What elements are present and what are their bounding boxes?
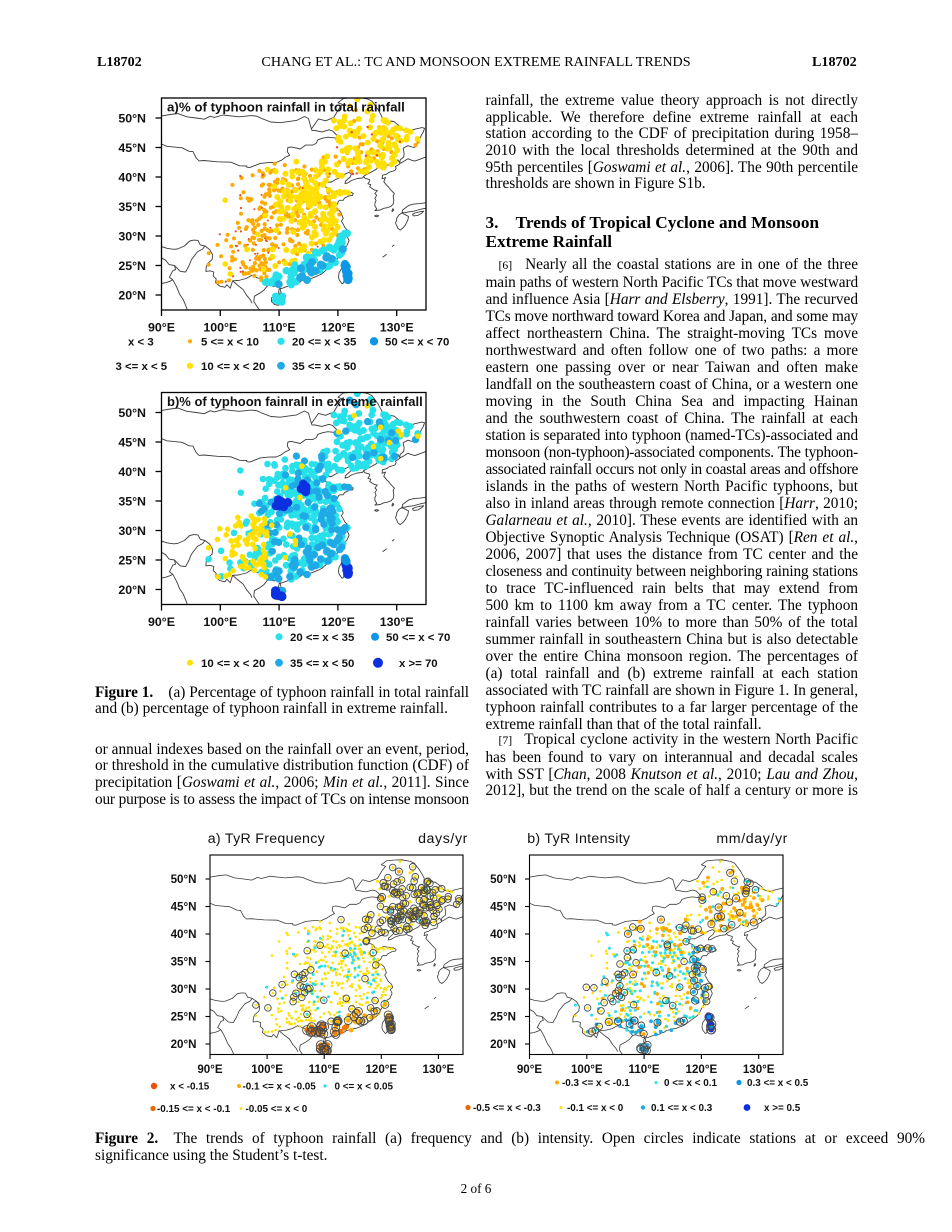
svg-text:120°E: 120°E — [686, 1063, 718, 1076]
svg-text:45°N: 45°N — [118, 435, 146, 449]
svg-text:120°E: 120°E — [365, 1063, 397, 1076]
svg-text:25°N: 25°N — [171, 1011, 197, 1024]
svg-text:40°N: 40°N — [118, 465, 146, 479]
svg-text:30°N: 30°N — [118, 524, 146, 538]
svg-text:100°E: 100°E — [251, 1063, 283, 1076]
svg-text:-0.1 <= x < 0: -0.1 <= x < 0 — [567, 1103, 624, 1114]
svg-text:35 <= x < 50: 35 <= x < 50 — [292, 361, 356, 373]
svg-text:20°N: 20°N — [118, 583, 146, 597]
svg-text:120°E: 120°E — [321, 615, 355, 629]
svg-text:0 <= x < 0.1: 0 <= x < 0.1 — [664, 1078, 717, 1089]
svg-text:100°E: 100°E — [571, 1063, 603, 1076]
svg-text:b) TyR Intensity: b) TyR Intensity — [527, 831, 631, 847]
svg-text:45°N: 45°N — [118, 141, 146, 155]
svg-text:x >= 0.5: x >= 0.5 — [764, 1103, 801, 1114]
svg-text:40°N: 40°N — [171, 928, 197, 941]
svg-text:b)% of typhoon fainrall in ext: b)% of typhoon fainrall in extreme rainf… — [167, 394, 423, 409]
svg-text:50°N: 50°N — [118, 406, 146, 420]
svg-text:20 <= x < 35: 20 <= x < 35 — [290, 632, 355, 644]
svg-text:x < 3: x < 3 — [128, 337, 154, 349]
svg-text:30°N: 30°N — [171, 983, 197, 996]
svg-text:x >= 70: x >= 70 — [399, 658, 438, 670]
svg-text:0.1 <= x < 0.3: 0.1 <= x < 0.3 — [651, 1103, 713, 1114]
svg-text:90°E: 90°E — [148, 615, 175, 629]
svg-text:110°E: 110°E — [262, 321, 295, 335]
svg-text:130°E: 130°E — [380, 321, 414, 335]
svg-text:35 <= x < 50: 35 <= x < 50 — [290, 658, 354, 670]
svg-text:110°E: 110°E — [309, 1063, 340, 1076]
svg-text:30°N: 30°N — [490, 983, 516, 996]
svg-text:90°E: 90°E — [197, 1063, 223, 1076]
svg-text:100°E: 100°E — [203, 321, 237, 335]
svg-text:25°N: 25°N — [118, 259, 146, 273]
svg-text:110°E: 110°E — [262, 615, 295, 629]
svg-text:20°N: 20°N — [118, 288, 146, 302]
svg-text:50 <= x < 70: 50 <= x < 70 — [385, 337, 449, 349]
svg-text:25°N: 25°N — [118, 553, 146, 567]
svg-text:90°E: 90°E — [148, 321, 175, 335]
svg-text:-0.05 <= x < 0: -0.05 <= x < 0 — [246, 1104, 308, 1115]
svg-text:90°E: 90°E — [517, 1063, 543, 1076]
svg-text:days/yr: days/yr — [418, 831, 468, 847]
svg-text:3 <= x < 5: 3 <= x < 5 — [116, 361, 168, 373]
svg-text:10 <= x < 20: 10 <= x < 20 — [201, 361, 265, 373]
svg-text:35°N: 35°N — [490, 956, 516, 969]
svg-text:0 <= x < 0.05: 0 <= x < 0.05 — [335, 1082, 394, 1093]
svg-text:0.3 <= x < 0.5: 0.3 <= x < 0.5 — [747, 1078, 809, 1089]
svg-text:30°N: 30°N — [118, 229, 146, 243]
svg-text:50°N: 50°N — [118, 111, 146, 125]
svg-text:45°N: 45°N — [171, 901, 197, 914]
svg-text:20°N: 20°N — [171, 1038, 197, 1051]
svg-text:35°N: 35°N — [118, 200, 146, 214]
svg-text:-0.15 <= x < -0.1: -0.15 <= x < -0.1 — [157, 1104, 231, 1115]
svg-text:-0.5 <= x < -0.3: -0.5 <= x < -0.3 — [473, 1103, 541, 1114]
svg-text:x < -0.15: x < -0.15 — [170, 1082, 210, 1093]
svg-text:110°E: 110°E — [629, 1063, 660, 1076]
svg-text:25°N: 25°N — [490, 1011, 516, 1024]
svg-text:100°E: 100°E — [203, 615, 237, 629]
svg-text:20 <= x < 35: 20 <= x < 35 — [292, 337, 357, 349]
svg-text:130°E: 130°E — [423, 1063, 455, 1076]
svg-text:50°N: 50°N — [490, 873, 516, 886]
svg-text:20°N: 20°N — [490, 1038, 516, 1051]
svg-text:a) TyR Frequency: a) TyR Frequency — [208, 831, 326, 847]
svg-text:35°N: 35°N — [118, 494, 146, 508]
svg-text:-0.3 <= x < -0.1: -0.3 <= x < -0.1 — [562, 1078, 630, 1089]
svg-text:35°N: 35°N — [171, 956, 197, 969]
svg-text:-0.1 <= x < -0.05: -0.1 <= x < -0.05 — [243, 1082, 317, 1093]
svg-text:5 <= x < 10: 5 <= x < 10 — [201, 337, 259, 349]
svg-text:mm/day/yr: mm/day/yr — [716, 831, 788, 847]
svg-text:120°E: 120°E — [321, 321, 355, 335]
svg-text:40°N: 40°N — [118, 170, 146, 184]
svg-text:50 <= x < 70: 50 <= x < 70 — [386, 632, 450, 644]
svg-text:130°E: 130°E — [743, 1063, 775, 1076]
svg-text:130°E: 130°E — [380, 615, 414, 629]
svg-text:a)% of typhoon rainfall in tot: a)% of typhoon rainfall in total rainfal… — [167, 100, 405, 115]
svg-text:40°N: 40°N — [490, 928, 516, 941]
svg-text:10 <= x < 20: 10 <= x < 20 — [201, 658, 265, 670]
svg-text:45°N: 45°N — [490, 901, 516, 914]
svg-text:50°N: 50°N — [171, 873, 197, 886]
